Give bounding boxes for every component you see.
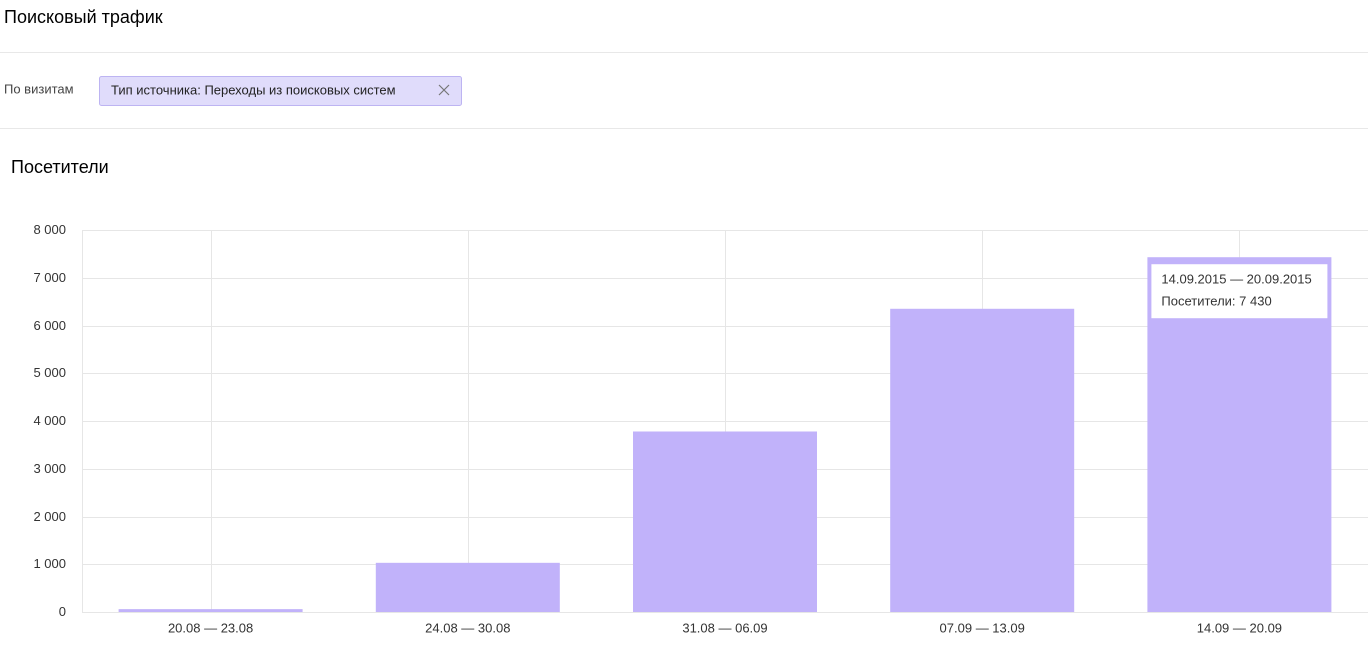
x-tick-label: 31.08 — 06.09 xyxy=(682,620,767,635)
y-tick-label: 2 000 xyxy=(33,509,66,524)
x-tick-label: 07.09 — 13.09 xyxy=(940,620,1025,635)
y-tick-label: 8 000 xyxy=(33,222,66,237)
y-tick-label: 4 000 xyxy=(33,413,66,428)
y-tick-label: 7 000 xyxy=(33,270,66,285)
y-tick-label: 3 000 xyxy=(33,461,66,476)
bar xyxy=(890,308,1075,612)
page-title: Поисковый трафик xyxy=(4,7,163,27)
chart-title: Посетители xyxy=(11,157,109,177)
bar xyxy=(375,562,560,612)
bar xyxy=(118,609,303,612)
tooltip xyxy=(1151,264,1328,319)
y-tick-label: 0 xyxy=(59,604,66,619)
tooltip-value: Посетители: 7 430 xyxy=(1161,294,1271,309)
x-tick-label: 20.08 — 23.08 xyxy=(168,620,253,635)
x-tick-label: 24.08 — 30.08 xyxy=(425,620,510,635)
chip-close[interactable] xyxy=(438,84,450,96)
filter-chip[interactable]: Тип источника: Переходы из поисковых сис… xyxy=(99,76,462,106)
y-tick-label: 6 000 xyxy=(33,318,66,333)
tooltip-date: 14.09.2015 — 20.09.2015 xyxy=(1161,272,1311,287)
bar xyxy=(633,431,817,612)
x-tick-label: 14.09 — 20.09 xyxy=(1197,620,1282,635)
y-tick-label: 5 000 xyxy=(33,365,66,380)
filter-label: По визитам xyxy=(4,81,74,96)
y-tick-label: 1 000 xyxy=(33,556,66,571)
chip-bg xyxy=(99,76,462,106)
chip-text: Тип источника: Переходы из поисковых сис… xyxy=(111,82,396,97)
